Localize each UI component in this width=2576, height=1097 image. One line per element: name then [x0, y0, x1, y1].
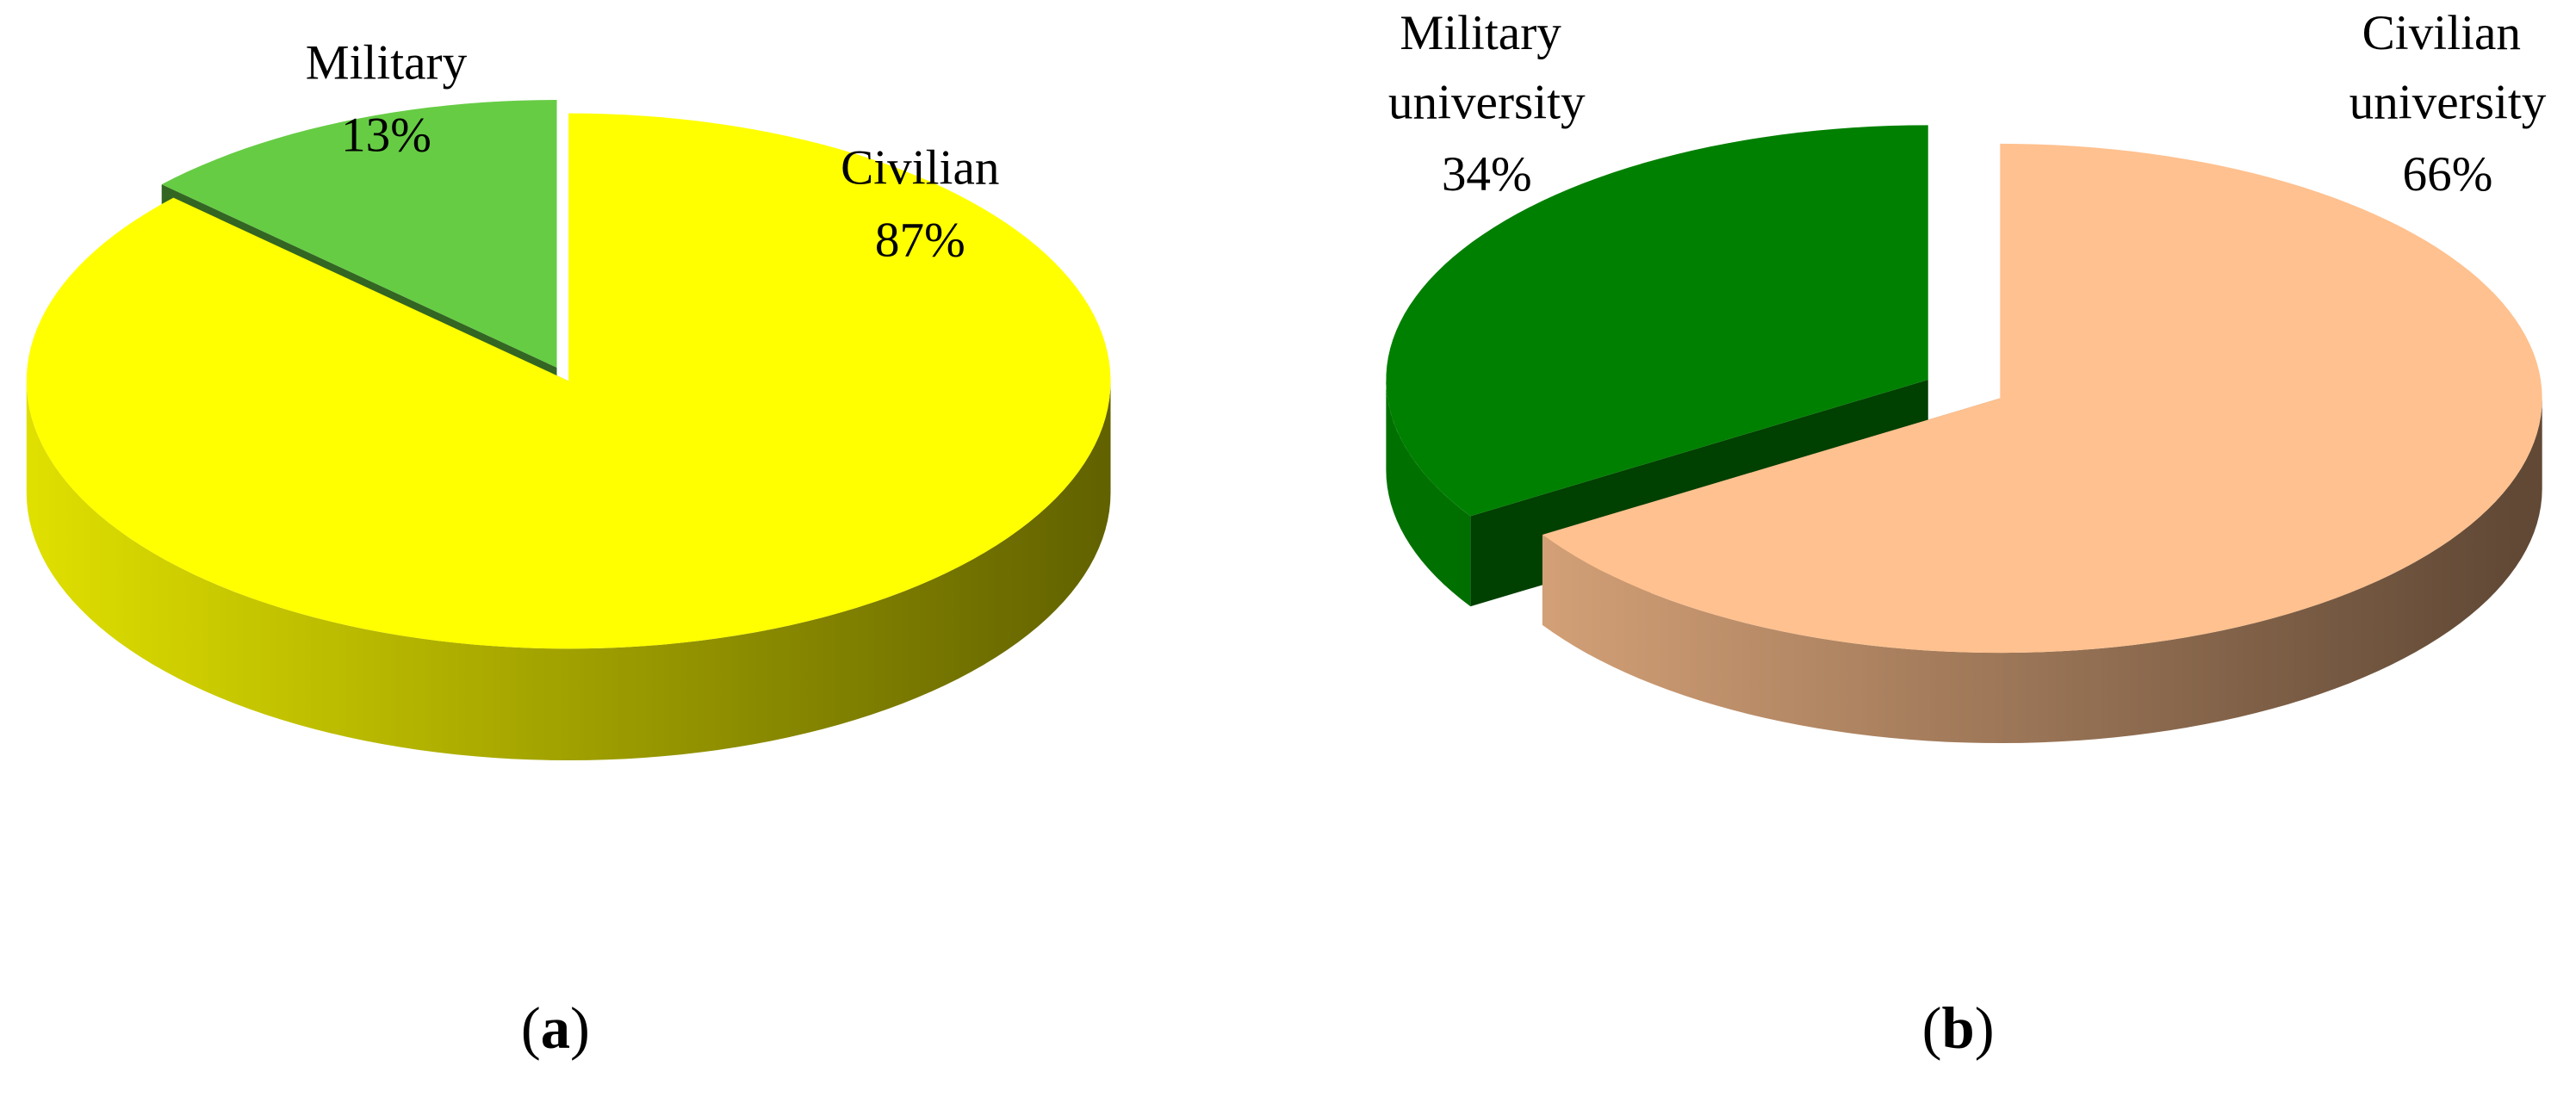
slice [161, 100, 557, 368]
slice-label: Civilian university [2349, 6, 2547, 129]
slice-side [1542, 398, 2542, 744]
slice [1542, 143, 2542, 654]
value-label: 66% [2403, 147, 2493, 201]
value-label: 13% [341, 108, 431, 162]
slice-label: Civilian [841, 141, 999, 195]
slice [1386, 125, 1928, 517]
slice-side [26, 381, 1111, 761]
panel-caption: (b) [1922, 995, 1995, 1061]
panel-caption: (a) [521, 995, 590, 1061]
slice-label: Military [306, 36, 468, 90]
slice-label: Military university [1388, 6, 1586, 129]
slice [26, 113, 1111, 649]
value-label: 87% [875, 214, 965, 268]
value-label: 34% [1442, 147, 1532, 201]
slice-side [1386, 379, 1471, 607]
